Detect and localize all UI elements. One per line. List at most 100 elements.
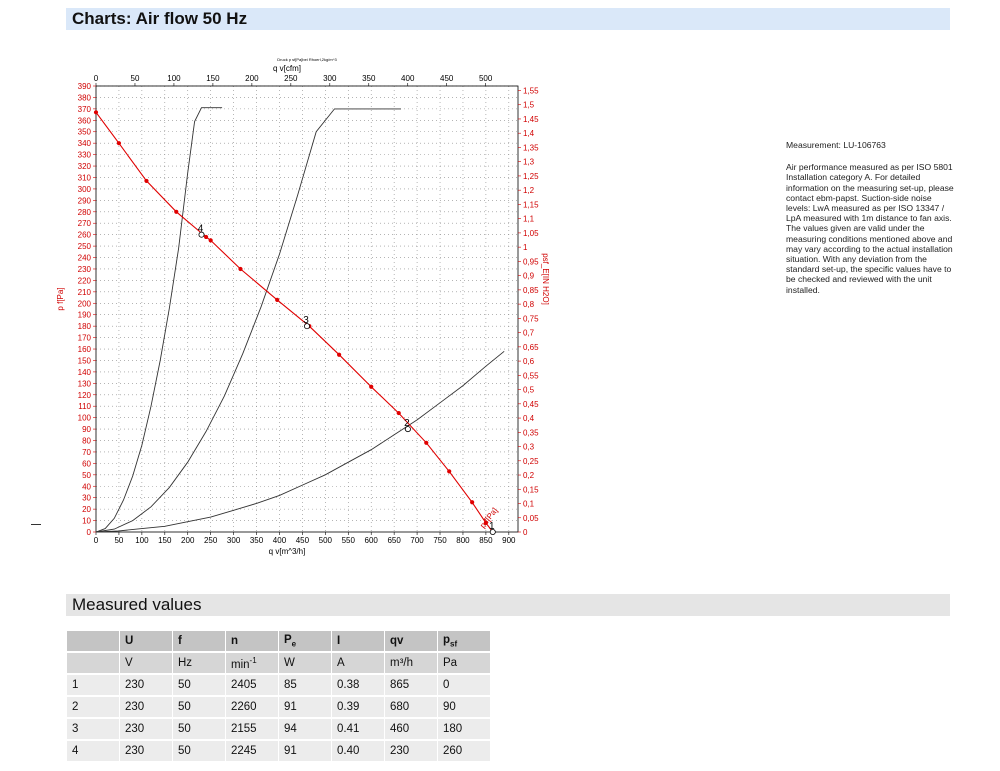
operating-point-marker	[198, 231, 205, 238]
y2-tick-label: 0,35	[523, 428, 539, 437]
x2-tick-label: 250	[284, 74, 298, 83]
x2-tick-label: 400	[401, 74, 415, 83]
y-tick-label: 250	[78, 242, 92, 251]
x-tick-label: 850	[479, 536, 493, 545]
y-tick-label: 230	[78, 265, 92, 274]
unit-cell: W	[279, 653, 331, 673]
y-tick-label: 160	[78, 345, 92, 354]
cell: 85	[279, 675, 331, 695]
y2-tick-label: 1,25	[523, 172, 539, 181]
charts-header: Charts: Air flow 50 Hz	[66, 8, 950, 30]
y-tick-label: 310	[78, 173, 92, 182]
x-tick-label: 250	[204, 536, 218, 545]
x-tick-label: 450	[296, 536, 310, 545]
fan-curve-point	[93, 110, 99, 115]
y-tick-label: 70	[82, 448, 91, 457]
y-tick-label: 340	[78, 139, 92, 148]
table-row: 4 230 50 2245 91 0.40 230 260	[67, 741, 490, 761]
cell: 230	[120, 741, 172, 761]
y-tick-label: 360	[78, 116, 92, 125]
y2-tick-label: 0,8	[523, 300, 535, 309]
y-axis-label: p f[Pa]	[56, 287, 65, 310]
x-tick-label: 650	[387, 536, 401, 545]
cell: 460	[385, 719, 437, 739]
y2-tick-label: 0,55	[523, 371, 539, 380]
table-row: 1 230 50 2405 85 0.38 865 0	[67, 675, 490, 695]
y2-tick-label: 0,65	[523, 343, 539, 352]
fan-curve-point	[447, 469, 452, 474]
chart-subtitle: Druck p sf[Pa]bei Rhoerl,2kg/m^3	[277, 57, 337, 62]
y-tick-label: 370	[78, 105, 92, 114]
x-tick-label: 800	[456, 536, 470, 545]
header-cell: f	[173, 631, 225, 651]
system-curve	[95, 107, 223, 533]
y-tick-label: 10	[82, 517, 91, 526]
x-tick-label: 0	[94, 536, 99, 545]
y2-tick-label: 1,3	[523, 158, 535, 167]
y2-tick-label: 0,3	[523, 443, 535, 452]
cell: 2155	[226, 719, 278, 739]
y2-tick-label: 0,25	[523, 457, 539, 466]
air-flow-chart: 0 50 100 150 200 250 300 350 400 450 500 550 600 650 7…	[56, 57, 550, 556]
cell: 180	[438, 719, 490, 739]
y-tick-label: 280	[78, 208, 92, 217]
x2-tick-label: 450	[440, 74, 454, 83]
cell: 0	[438, 675, 490, 695]
header-cell: Pe	[279, 631, 331, 651]
y-tick-label: 30	[82, 494, 91, 503]
x2-tick-label: 100	[167, 74, 181, 83]
cell: 2405	[226, 675, 278, 695]
y-tick-label: 350	[78, 128, 92, 137]
y-tick-label: 320	[78, 162, 92, 171]
y-tick-label: 0	[87, 528, 92, 537]
fan-curve-point	[470, 500, 475, 505]
fan-curve-point	[174, 209, 179, 214]
y2-tick-label: 0,45	[523, 400, 539, 409]
y2-tick-label: 1,2	[523, 186, 535, 195]
unit-cell: A	[332, 653, 384, 673]
x-tick-label: 300	[227, 536, 241, 545]
y-tick-label: 60	[82, 459, 91, 468]
operating-point-label: 3	[303, 315, 309, 326]
cell: 230	[120, 697, 172, 717]
system-curve	[95, 350, 505, 533]
y-tick-label: 100	[78, 414, 92, 423]
x-tick-label: 50	[114, 536, 123, 545]
y-tick-label: 260	[78, 231, 92, 240]
cell: 94	[279, 719, 331, 739]
cell: 2	[67, 697, 119, 717]
y2-tick-label: 0,5	[523, 386, 535, 395]
table-header-row: U f n Pe I qv psf	[67, 631, 490, 651]
fan-curve-point	[116, 141, 122, 146]
y2-tick-label: 0,7	[523, 329, 535, 338]
y-tick-label: 130	[78, 379, 92, 388]
measured-values-table: U f n Pe I qv psf V Hz min-1 W A m³/h Pa…	[66, 629, 491, 763]
fan-curve-point	[483, 520, 488, 525]
y-tick-label: 50	[82, 471, 91, 480]
operating-point-label: 4	[198, 224, 204, 235]
y2-tick-label: 0,85	[523, 286, 539, 295]
y-tick-label: 330	[78, 151, 92, 160]
chart-grid	[96, 85, 518, 532]
cell: 50	[173, 675, 225, 695]
operating-point-label: 2	[404, 418, 410, 429]
cell: 1	[67, 675, 119, 695]
operating-point-label: 1	[489, 521, 495, 532]
cell: 91	[279, 697, 331, 717]
header-cell: U	[120, 631, 172, 651]
cell: 3	[67, 719, 119, 739]
y-tick-label: 140	[78, 368, 92, 377]
unit-cell	[67, 653, 119, 673]
x2-tick-label: 350	[362, 74, 376, 83]
y-tick-label: 200	[78, 299, 92, 308]
x-tick-label: 500	[319, 536, 333, 545]
table-row: 3 230 50 2155 94 0.41 460 180	[67, 719, 490, 739]
cell: 230	[120, 675, 172, 695]
y-tick-label: 110	[78, 402, 91, 411]
cell: 260	[438, 741, 490, 761]
y-tick-label: 270	[78, 219, 92, 228]
x2-tick-label: 500	[479, 74, 493, 83]
unit-cell: min-1	[226, 653, 278, 673]
cell: 2260	[226, 697, 278, 717]
cell: 2245	[226, 741, 278, 761]
